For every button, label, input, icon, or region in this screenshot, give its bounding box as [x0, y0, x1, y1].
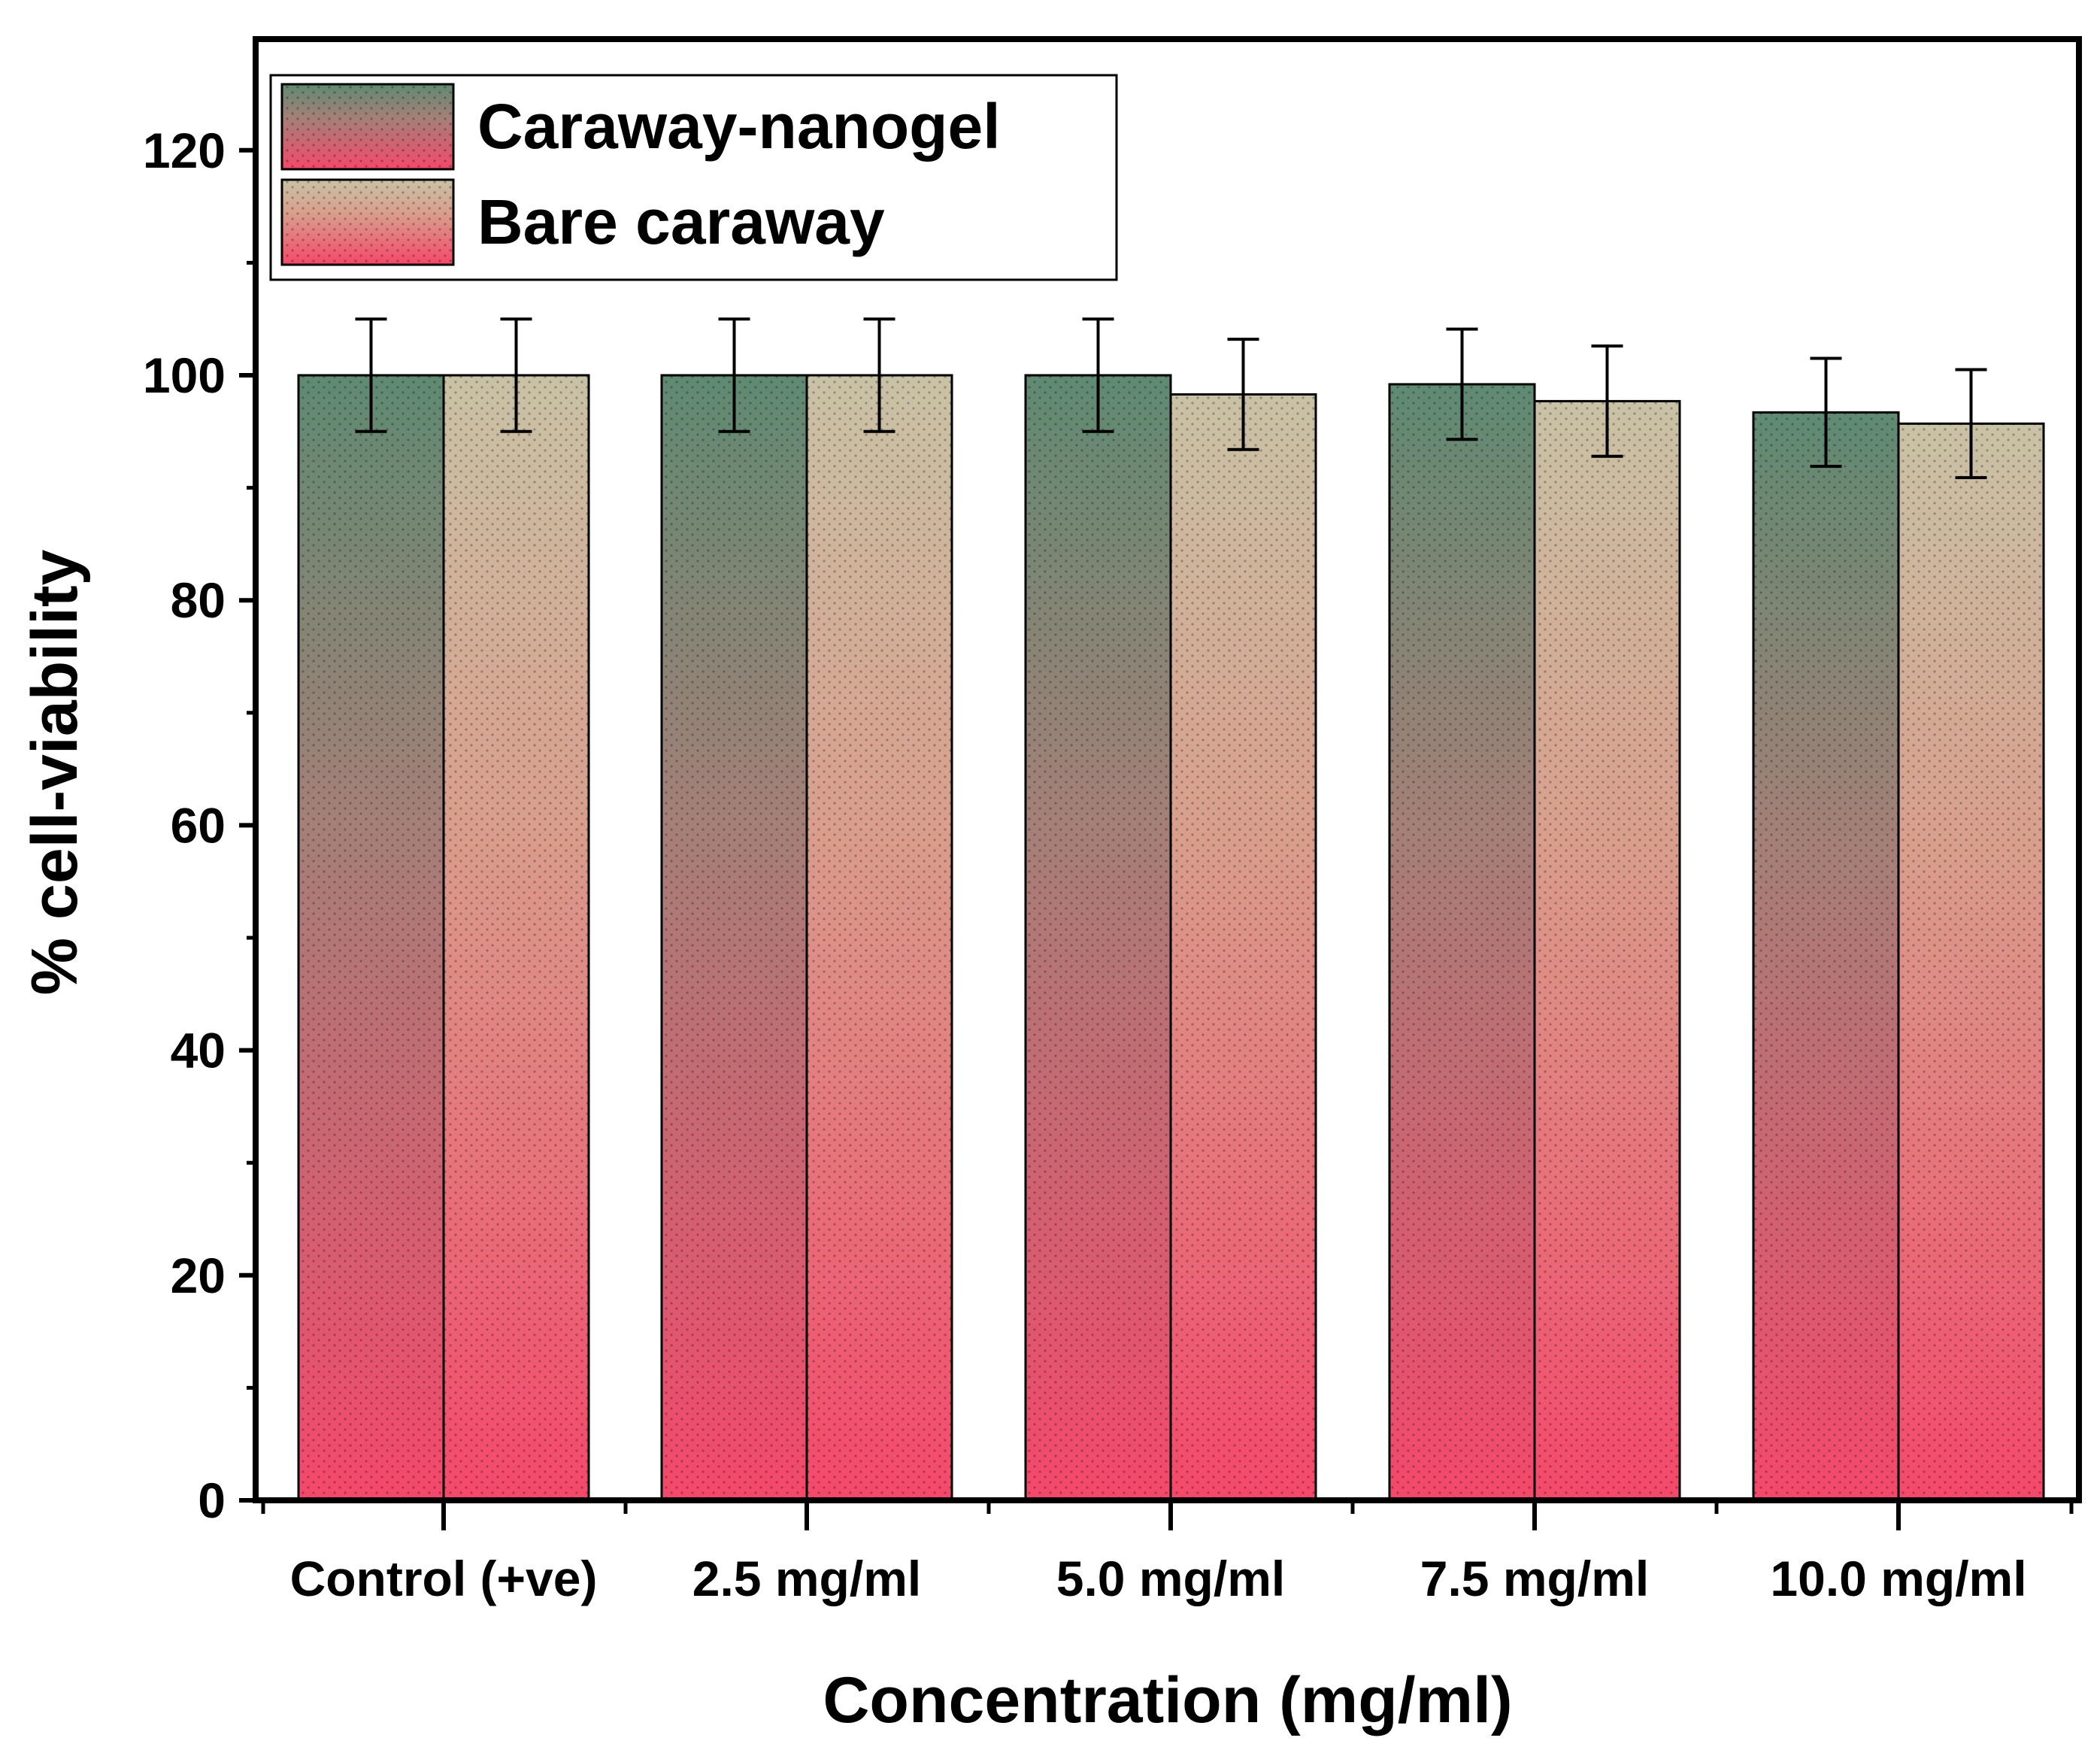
- bar-texture: [1389, 384, 1535, 1500]
- error-bar: [1955, 368, 1987, 480]
- bar-texture: [1026, 375, 1171, 1500]
- y-axis: 0 20 40 60 80 100 120: [143, 123, 256, 1528]
- error-bar: [500, 317, 532, 433]
- error-bar: [1082, 317, 1114, 433]
- error-bar: [718, 317, 750, 433]
- legend-label-bare: Bare caraway: [477, 187, 885, 257]
- y-tick-label: 100: [143, 347, 226, 403]
- y-tick-label: 120: [143, 123, 226, 178]
- bar-texture: [1171, 394, 1316, 1500]
- legend-label-nanogel: Caraway-nanogel: [477, 91, 1001, 162]
- error-bar: [1446, 327, 1478, 441]
- y-tick-label: 40: [171, 1023, 226, 1078]
- bar-texture: [1898, 423, 2044, 1500]
- bars-layer: [297, 374, 2045, 1502]
- bar-texture: [807, 375, 952, 1500]
- bar-texture: [1535, 401, 1680, 1501]
- x-axis-title: Concentration (mg/ml): [823, 1664, 1512, 1736]
- x-tick-label: 10.0 mg/ml: [1770, 1551, 2026, 1606]
- error-bar: [1227, 338, 1259, 451]
- y-tick-label: 0: [198, 1472, 226, 1528]
- y-tick-label: 80: [171, 572, 226, 628]
- bar-texture: [662, 375, 807, 1500]
- y-axis-title: % cell-viability: [19, 549, 91, 995]
- x-tick-label: 7.5 mg/ml: [1420, 1551, 1649, 1606]
- x-tick-label: Control (+ve): [290, 1551, 598, 1606]
- y-tick-label: 20: [171, 1248, 226, 1303]
- x-tick-label: 2.5 mg/ml: [692, 1551, 921, 1606]
- legend: Caraway-nanogel Bare caraway: [269, 74, 1118, 281]
- error-bars-layer: [355, 317, 1987, 480]
- x-tick-label: 5.0 mg/ml: [1056, 1551, 1285, 1606]
- legend-swatch-texture: [282, 180, 453, 265]
- bar-texture: [1753, 412, 1898, 1501]
- plot-frame: [253, 36, 2082, 1503]
- y-tick-label: 60: [171, 797, 226, 853]
- bar-texture: [444, 375, 589, 1500]
- legend-swatch-texture: [282, 84, 453, 169]
- error-bar: [1810, 356, 1842, 469]
- error-bar: [863, 317, 895, 433]
- error-bar: [1591, 344, 1623, 458]
- error-bar: [355, 317, 387, 433]
- bar-texture: [298, 375, 444, 1500]
- x-axis: Control (+ve) 2.5 mg/ml 5.0 mg/ml 7.5 mg/ml…: [261, 1500, 2074, 1606]
